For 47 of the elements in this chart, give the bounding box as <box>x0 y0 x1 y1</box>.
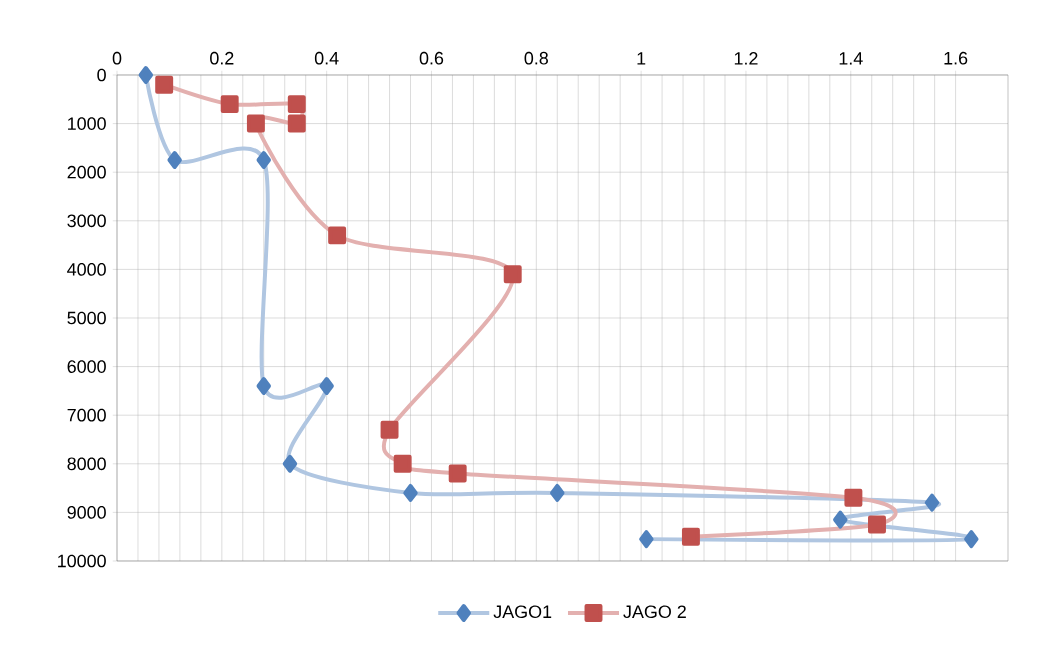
point <box>246 114 265 133</box>
x-tick-label: 1.2 <box>734 52 758 65</box>
y-tick-label: 0 <box>97 68 106 82</box>
point <box>319 377 334 395</box>
point <box>282 454 298 473</box>
point <box>220 95 239 114</box>
point <box>550 483 565 502</box>
point <box>681 527 700 546</box>
legend-label: JAGO 2 <box>623 605 686 619</box>
x-tick-label: 1.4 <box>839 52 863 65</box>
y-tick-label: 1000 <box>68 117 106 130</box>
y-tick-label: 5000 <box>67 311 106 325</box>
point <box>380 420 399 439</box>
point <box>256 151 271 170</box>
point <box>964 530 979 549</box>
x-tick-label: 1 <box>637 52 646 65</box>
point <box>287 114 306 133</box>
x-tick-label: 0.4 <box>314 51 339 65</box>
x-tick-label: 0.2 <box>210 51 234 65</box>
x-tick-label: 0 <box>112 51 122 65</box>
y-tick-label: 2000 <box>67 165 106 179</box>
point <box>868 515 886 534</box>
point <box>924 493 940 512</box>
point <box>328 226 347 245</box>
y-tick-label: 6000 <box>67 360 106 373</box>
point <box>138 66 154 84</box>
point <box>503 265 522 284</box>
point <box>448 464 467 483</box>
y-tick-label: 9000 <box>67 506 106 519</box>
y-tick-label: 7000 <box>67 408 106 422</box>
y-tick-label: 8000 <box>67 457 106 471</box>
point <box>639 530 654 549</box>
point <box>393 454 412 473</box>
point <box>403 483 418 502</box>
point <box>287 95 306 114</box>
point <box>256 377 271 395</box>
x-tick-label: 1.6 <box>944 51 968 65</box>
y-tick-label: 4000 <box>67 263 106 276</box>
y-tick-label: 3000 <box>67 214 106 228</box>
point <box>844 488 863 507</box>
point <box>155 75 174 94</box>
point <box>167 151 182 170</box>
point <box>833 510 848 529</box>
y-tick-label: 10000 <box>58 554 106 568</box>
legend-label: JAGO1 <box>493 605 552 619</box>
x-tick-label: 0.6 <box>419 51 444 65</box>
x-tick-label: 0.8 <box>524 51 548 65</box>
